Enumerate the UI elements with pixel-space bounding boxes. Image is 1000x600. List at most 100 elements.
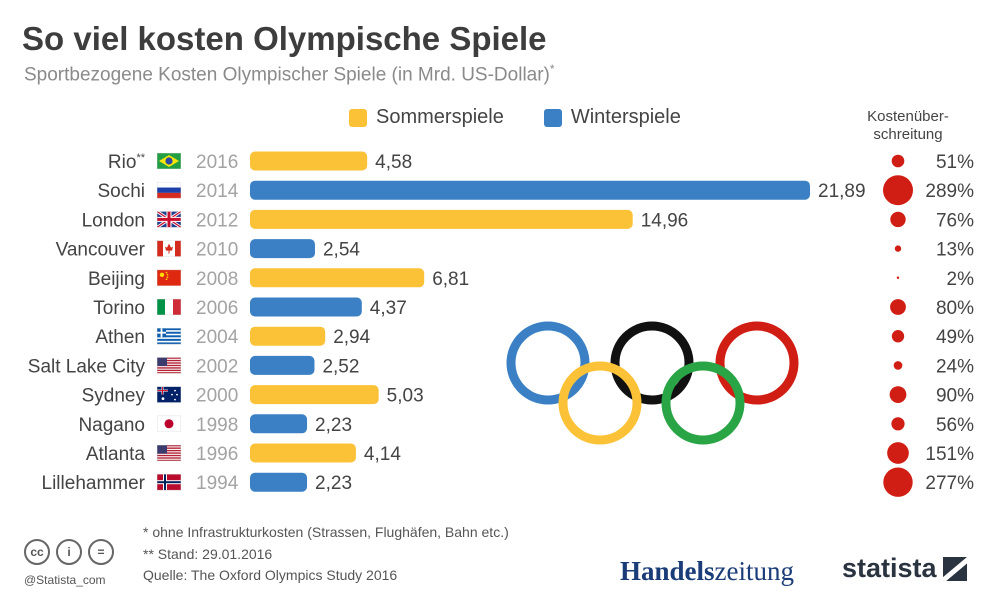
overrun-column-header: Kostenüber- schreitung [858, 108, 958, 144]
overrun-value-label: 24% [936, 356, 974, 377]
overrun-dot [891, 417, 905, 431]
flag-italy-icon [157, 299, 181, 315]
bar-winter [250, 297, 362, 317]
ring-yellow-icon [558, 361, 642, 445]
overrun-dot [890, 299, 906, 315]
city-label: Torino [93, 298, 145, 319]
chart-row: Sydney 2000 5,03 90% [82, 385, 974, 407]
chart-row: Lillehammer 1994 2,23 277% [42, 467, 974, 497]
legend-swatch-summer [349, 108, 367, 127]
logo-hz-bold: Handels [620, 556, 715, 586]
overrun-value-label: 76% [936, 210, 974, 231]
overrun-value-label: 56% [936, 415, 974, 436]
overrun-value-label: 289% [925, 181, 974, 202]
footnote-infrastructure: * ohne Infrastrukturkosten (Strassen, Fl… [143, 524, 509, 540]
overrun-dot [894, 245, 902, 252]
chart-row: Vancouver 2010 2,54 13% [56, 239, 974, 261]
overrun-dot [887, 442, 909, 464]
overrun-header-line1: Kostenüber- [867, 108, 949, 125]
page-title: So viel kosten Olympische Spiele [22, 20, 547, 57]
handelszeitung-logo[interactable]: Handelszeitung [620, 556, 794, 587]
bar-value-label: 2,94 [333, 327, 370, 348]
cc-nd-icon: = [88, 539, 114, 565]
year-label: 2008 [196, 269, 238, 290]
chart-row: Torino 2006 4,37 80% [93, 297, 974, 319]
statista-logo[interactable]: statista [842, 553, 967, 584]
bar-value-label: 2,54 [323, 240, 360, 261]
flag-norway-icon [157, 474, 181, 491]
overrun-dot [891, 154, 905, 168]
bar-winter [250, 472, 308, 492]
chart-row: Atlanta 1996 4,14 151% [86, 442, 974, 465]
city-label: Atlanta [86, 444, 146, 465]
city-label: Athen [95, 327, 145, 348]
chart-row: Rio** 2016 4,58 51% [108, 151, 974, 173]
legend-item-winter: Winterspiele [543, 106, 681, 129]
bar-value-label: 6,81 [432, 269, 469, 290]
city-label: Beijing [88, 269, 145, 290]
logo-hz-rest: zeitung [714, 556, 795, 586]
bar-summer [250, 209, 633, 229]
subtitle-text: Sportbezogene Kosten Olympischer Spiele … [24, 64, 550, 86]
city-label: Lillehammer [42, 473, 146, 494]
year-label: 1996 [196, 444, 238, 465]
city-label: Sochi [97, 181, 145, 202]
city-label: Nagano [78, 415, 145, 436]
year-label: 1998 [196, 415, 238, 436]
overrun-value-label: 13% [936, 240, 974, 261]
bar-winter [250, 239, 315, 259]
flag-greece-icon [157, 328, 181, 345]
overrun-dot [883, 175, 913, 206]
overrun-header-line2: schreitung [873, 126, 943, 143]
overrun-value-label: 277% [925, 473, 974, 494]
bar-value-label: 21,89 [818, 181, 866, 202]
year-label: 2010 [196, 240, 238, 261]
overrun-dot [889, 386, 907, 403]
footnote-date: ** Stand: 29.01.2016 [143, 545, 273, 562]
flag-japan-icon [157, 415, 181, 432]
city-footnote-mark: ** [136, 152, 145, 164]
chart-row: Nagano 1998 2,23 56% [78, 414, 974, 436]
flag-china-icon [157, 269, 181, 286]
flag-australia-icon [157, 386, 181, 403]
bar-winter [250, 355, 315, 375]
overrun-value-label: 51% [936, 152, 974, 173]
bar-value-label: 4,58 [375, 152, 412, 173]
bar-winter [250, 414, 308, 434]
bar-summer [250, 151, 368, 171]
bar-value-label: 2,23 [315, 415, 352, 436]
bar-summer [250, 385, 379, 405]
city-label: Sydney [82, 386, 146, 407]
cc-by-icon: i [56, 539, 82, 565]
chart-row: Salt Lake City 2002 2,52 24% [28, 355, 974, 377]
city-label: Salt Lake City [28, 356, 146, 377]
flag-canada-icon [157, 240, 181, 257]
bar-value-label: 5,03 [387, 386, 424, 407]
bar-value-label: 2,23 [315, 473, 352, 494]
statista-handle[interactable]: @Statista_com [24, 573, 106, 587]
page-subtitle: Sportbezogene Kosten Olympischer Spiele … [24, 62, 555, 86]
overrun-value-label: 151% [925, 444, 974, 465]
ring-blue-icon [506, 321, 590, 405]
flag-usa-icon [157, 445, 181, 461]
legend-label-winter: Winterspiele [570, 106, 681, 128]
year-label: 2016 [196, 152, 238, 173]
year-label: 2006 [196, 298, 238, 319]
flag-usa-icon [157, 357, 181, 374]
legend-swatch-winter [543, 108, 562, 127]
city-label: Vancouver [56, 240, 146, 261]
license-icons: cc i = [24, 539, 120, 565]
flag-uk-icon [157, 211, 181, 228]
chart-row: Athen 2004 2,94 49% [95, 326, 974, 348]
year-label: 2002 [196, 356, 238, 377]
cc-icon: cc [24, 539, 50, 565]
bar-summer [250, 268, 425, 288]
year-label: 2014 [196, 181, 239, 202]
subtitle-footnote-mark: * [549, 62, 555, 76]
overrun-dot [883, 467, 913, 497]
legend-item-summer: Sommerspiele [349, 106, 504, 129]
footnote-source: Quelle: The Oxford Olympics Study 2016 [143, 567, 398, 583]
bar-summer [250, 326, 326, 346]
year-label: 1994 [196, 473, 239, 494]
overrun-dot [890, 211, 906, 228]
